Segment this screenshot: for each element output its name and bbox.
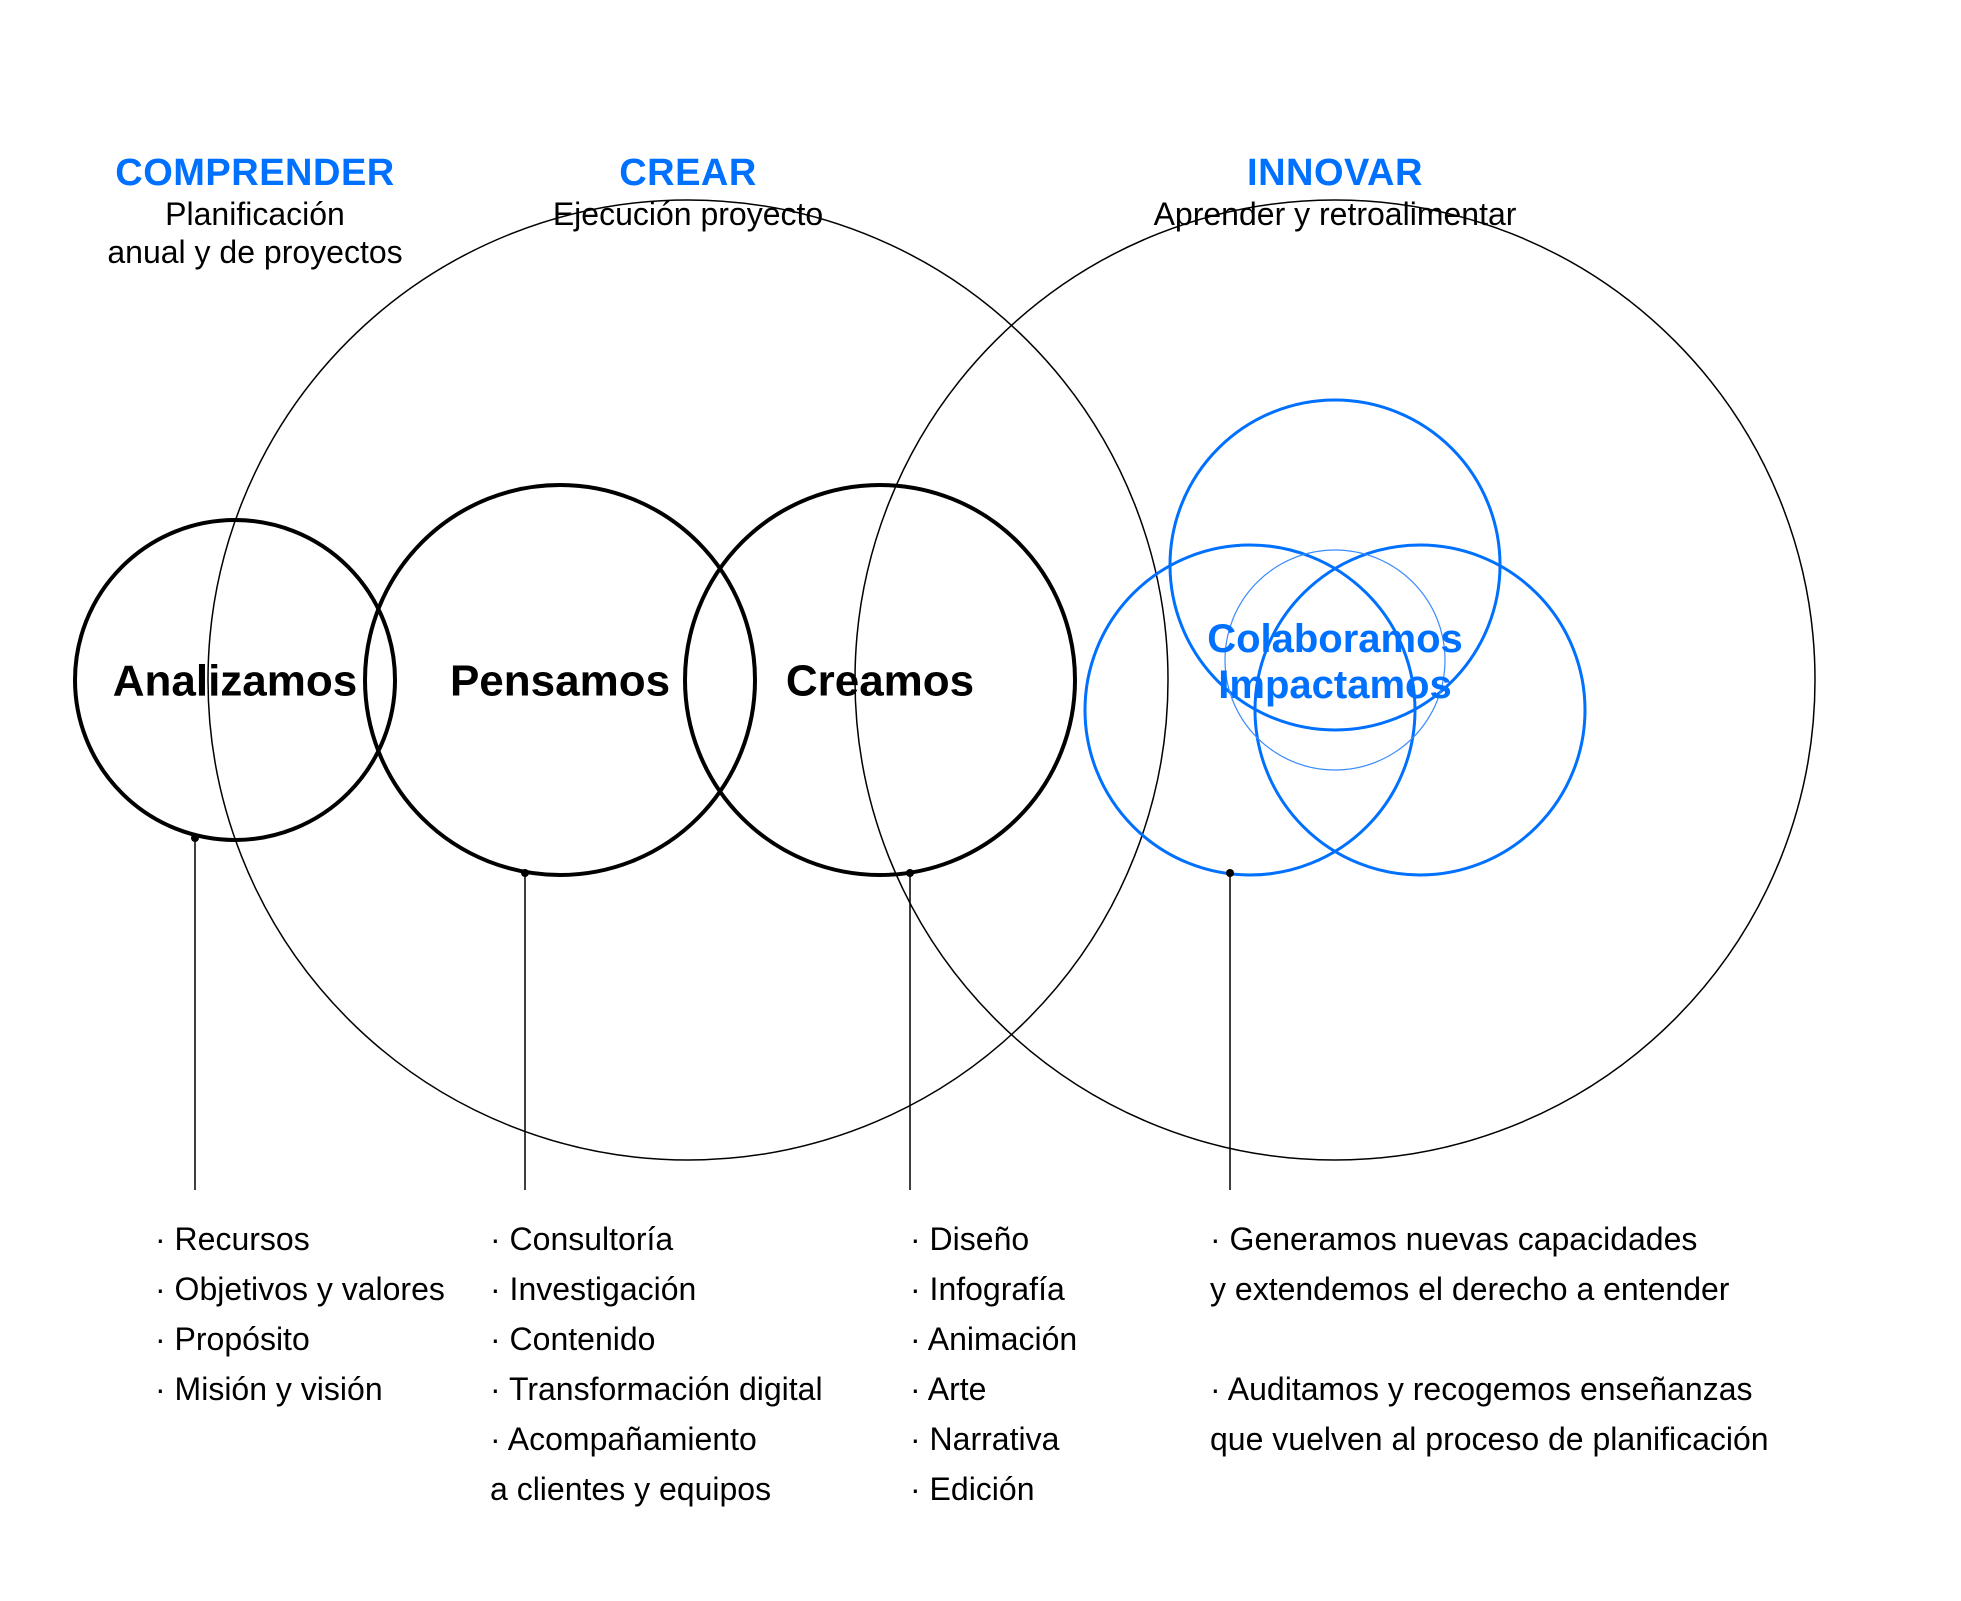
bullet-innovar-bullets-line-0: · Generamos nuevas capacidades — [1210, 1221, 1697, 1257]
process-circle-creamos: Creamos — [685, 485, 1075, 875]
bullet-pensamos-bullets-line-0: · Consultoría — [490, 1221, 673, 1257]
bullet-innovar-bullets-line-1: y extendemos el derecho a entender — [1210, 1271, 1730, 1307]
header-comprender-title: COMPRENDER — [115, 152, 394, 194]
innovar-venn: ColaboramosImpactamos — [1085, 400, 1585, 875]
bullets-innovar-bullets: · Generamos nuevas capacidades y extendem… — [1210, 1221, 1769, 1457]
bullet-creamos-bullets-line-2: · Animación — [910, 1321, 1077, 1357]
leader-line-0 — [191, 834, 199, 1190]
bullets-creamos-bullets: · Diseño · Infografía · Animación · Arte · N… — [910, 1221, 1077, 1507]
header-crear-title: CREAR — [619, 152, 757, 194]
bullet-creamos-bullets-line-1: · Infografía — [910, 1271, 1065, 1307]
process-circle-analizamos-label: Analizamos — [113, 656, 358, 705]
bullets-pensamos-bullets: · Consultoría · Investigación · Contenido ·… — [490, 1221, 823, 1507]
bullet-analizamos-bullets-line-2: · Propósito — [155, 1321, 310, 1357]
bullet-creamos-bullets-line-5: · Edición — [910, 1471, 1035, 1507]
bullet-creamos-bullets-line-0: · Diseño — [910, 1221, 1029, 1257]
header-comprender-subtitle-line-0: Planificación — [165, 196, 345, 232]
bullet-pensamos-bullets-line-2: · Contenido — [490, 1321, 655, 1357]
header-comprender: COMPRENDERPlanificaciónanual y de proyec… — [107, 152, 402, 270]
bullet-creamos-bullets-line-4: · Narrativa — [910, 1421, 1060, 1457]
bullet-innovar-bullets-line-4: que vuelven al proceso de planificación — [1210, 1421, 1769, 1457]
header-innovar: INNOVARAprender y retroalimentar — [1154, 152, 1517, 232]
header-innovar-title: INNOVAR — [1247, 152, 1423, 194]
innovar-venn-circle-2 — [1255, 545, 1585, 875]
bullet-pensamos-bullets-line-5: a clientes y equipos — [490, 1471, 771, 1507]
header-comprender-subtitle-line-1: anual y de proyectos — [107, 234, 402, 270]
innovar-venn-label-0: Colaboramos — [1207, 617, 1463, 661]
bullets-analizamos-bullets: · Recursos · Objetivos y valores · Propósi… — [155, 1221, 445, 1407]
bullet-analizamos-bullets-line-1: · Objetivos y valores — [155, 1271, 445, 1307]
header-crear-subtitle-line-0: Ejecución proyecto — [553, 196, 823, 232]
innovar-venn-circle-1 — [1085, 545, 1415, 875]
process-circle-analizamos: Analizamos — [75, 520, 395, 840]
innovar-venn-label-1: Impactamos — [1218, 663, 1451, 707]
bullet-analizamos-bullets-line-0: · Recursos — [155, 1221, 310, 1257]
bullet-creamos-bullets-line-3: · Arte — [910, 1371, 986, 1407]
leader-line-3 — [1226, 869, 1234, 1190]
process-circle-creamos-label: Creamos — [786, 656, 974, 705]
leader-line-1 — [521, 869, 529, 1190]
leader-line-2 — [906, 869, 914, 1190]
header-innovar-subtitle-line-0: Aprender y retroalimentar — [1154, 196, 1517, 232]
bullet-pensamos-bullets-line-3: · Transformación digital — [490, 1371, 823, 1407]
bullet-pensamos-bullets-line-1: · Investigación — [490, 1271, 696, 1307]
process-circle-pensamos-label: Pensamos — [450, 656, 670, 705]
header-crear: CREAREjecución proyecto — [553, 152, 823, 232]
bullet-pensamos-bullets-line-4: · Acompañamiento — [490, 1421, 757, 1457]
bullet-innovar-bullets-line-3: · Auditamos y recogemos enseñanzas — [1210, 1371, 1753, 1407]
bullet-analizamos-bullets-line-3: · Misión y visión — [155, 1371, 383, 1407]
